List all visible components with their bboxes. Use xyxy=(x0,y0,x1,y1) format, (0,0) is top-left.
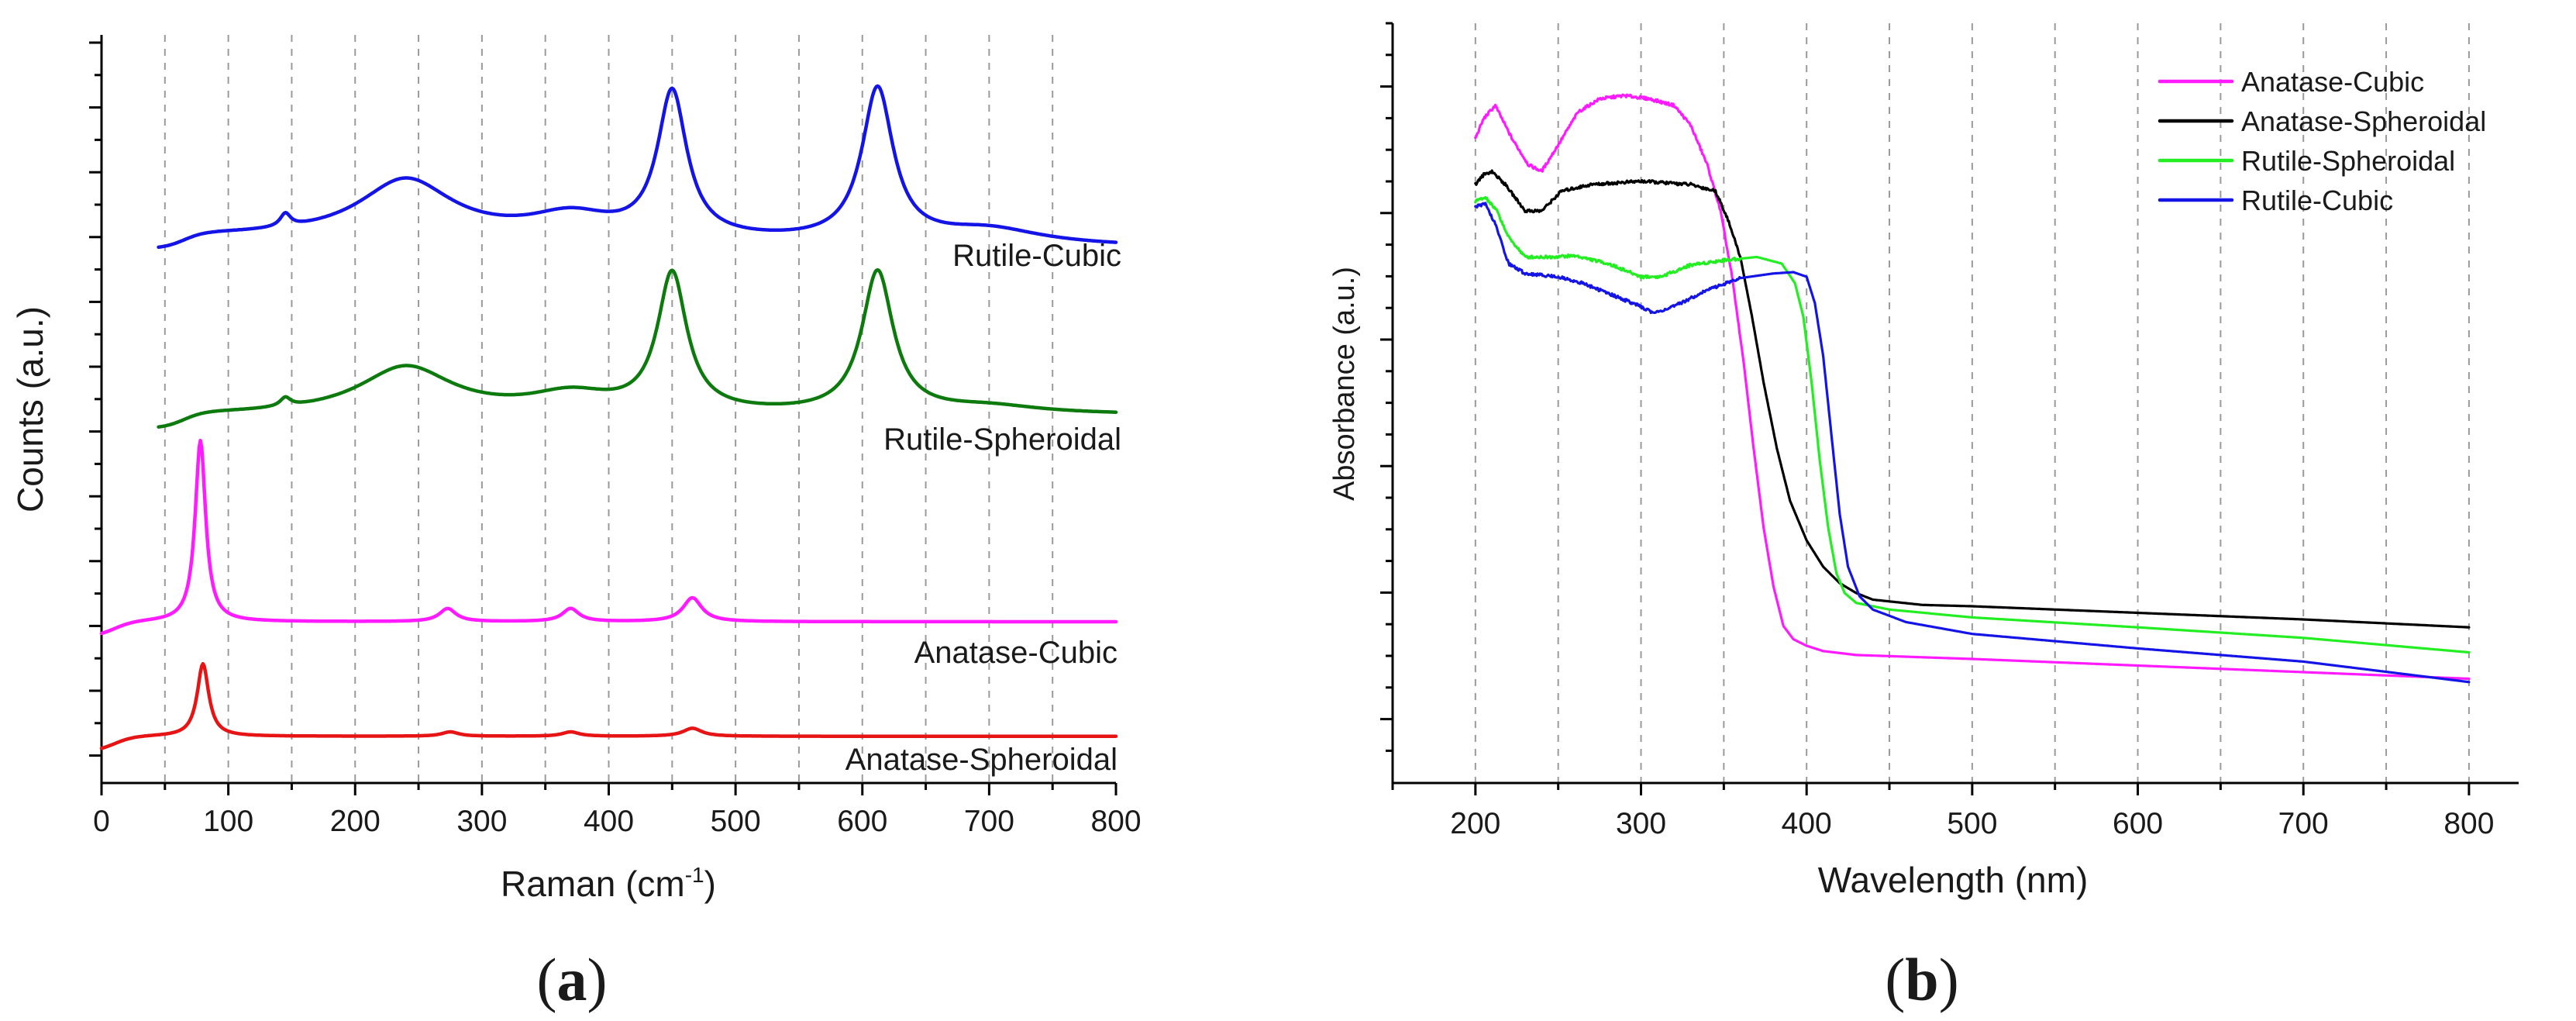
legend-label-anatase-spheroidal: Anatase-Spheroidal xyxy=(2241,105,2486,137)
panel-a-x-tick-label: 800 xyxy=(1090,805,1141,838)
panel-a-ticks: 0 100 200 300 400 500 600 700 800 xyxy=(89,41,1142,838)
curve-label-rutile-cubic: Rutile-Cubic xyxy=(952,239,1121,273)
panel-label-a-open: ( xyxy=(537,946,557,1013)
curve-label-rutile-spheroidal: Rutile-Spheroidal xyxy=(883,423,1121,457)
panel-label-a: (a) xyxy=(537,946,608,1013)
panel-b-x-tick-label: 800 xyxy=(2443,807,2494,840)
panel-b-x-tick-label: 500 xyxy=(1947,807,1997,840)
panel-b-absorbance-chart: 200 300 400 500 600 700 800 Anatase-Cubic Anat… xyxy=(1328,22,2519,1013)
panel-b-series-rutile-spheroidal xyxy=(1474,195,2471,654)
curve-label-anatase-cubic: Anatase-Cubic xyxy=(914,636,1118,670)
panel-b-x-tick-label: 700 xyxy=(2278,807,2329,840)
panel-label-b: (b) xyxy=(1885,946,1958,1013)
panel-b-legend: Anatase-Cubic Anatase-Spheroidal Rutile-… xyxy=(2158,66,2486,216)
panel-label-a-close: ) xyxy=(587,946,608,1013)
panel-a-x-tick-label: 400 xyxy=(584,805,634,838)
panel-b-gridlines xyxy=(1474,23,2470,783)
curve-label-anatase-spheroidal: Anatase-Spheroidal xyxy=(845,743,1118,777)
panel-a-series-rutile-spheroidal xyxy=(157,267,1118,429)
panel-b-y-axis-title: Absorbance (a.u.) xyxy=(1328,267,1361,501)
panel-label-b-letter: b xyxy=(1905,946,1938,1013)
panel-a-x-axis-title-superscript: -1 xyxy=(685,863,704,887)
panel-b-x-tick-label: 300 xyxy=(1616,807,1666,840)
panel-a-raman-chart: 0 100 200 300 400 500 600 700 800 Rutile-Cubic R… xyxy=(10,35,1142,1013)
panel-a-y-axis-title: Counts (a.u.) xyxy=(10,306,50,512)
panel-b-x-tick-label: 600 xyxy=(2113,807,2163,840)
panel-a-x-axis-title-close: ) xyxy=(704,864,716,904)
panel-b-series-anatase-spheroidal xyxy=(1474,169,2471,629)
panel-b-x-axis-title: Wavelength (nm) xyxy=(1818,860,2089,900)
panel-a-x-tick-label: 200 xyxy=(330,805,381,838)
panel-label-a-letter: a xyxy=(557,946,587,1013)
panel-a-series-rutile-cubic xyxy=(157,84,1118,250)
panel-a-x-tick-label: 600 xyxy=(837,805,887,838)
panel-a-series-anatase-spheroidal xyxy=(99,661,1118,750)
panel-a-x-tick-label: 0 xyxy=(93,805,110,838)
panel-a-x-tick-label: 300 xyxy=(456,805,507,838)
panel-label-b-open: ( xyxy=(1885,946,1905,1013)
panel-a-series xyxy=(99,84,1118,750)
panel-b-ticks: 200 300 400 500 600 700 800 xyxy=(1380,22,2494,840)
panel-b-x-tick-label: 200 xyxy=(1450,807,1500,840)
legend-label-anatase-cubic: Anatase-Cubic xyxy=(2241,66,2424,98)
panel-a-series-anatase-cubic xyxy=(99,438,1118,636)
panel-b-series-anatase-cubic xyxy=(1474,93,2471,681)
legend-label-rutile-spheroidal: Rutile-Spheroidal xyxy=(2241,145,2455,177)
panel-a-gridlines xyxy=(164,35,1054,783)
panel-b-series-rutile-cubic xyxy=(1474,202,2471,684)
legend-label-rutile-cubic: Rutile-Cubic xyxy=(2241,185,2393,216)
panel-b-x-tick-label: 400 xyxy=(1782,807,1832,840)
panel-a-x-axis-title-main: Raman (cm xyxy=(501,864,685,904)
panel-label-b-close: ) xyxy=(1939,946,1959,1013)
panel-a-x-tick-label: 100 xyxy=(203,805,253,838)
panel-a-x-axis-title: Raman (cm-1) xyxy=(501,863,716,904)
panel-b-series xyxy=(1474,93,2471,684)
panel-a-x-tick-label: 700 xyxy=(964,805,1014,838)
panel-a-x-tick-label: 500 xyxy=(711,805,761,838)
